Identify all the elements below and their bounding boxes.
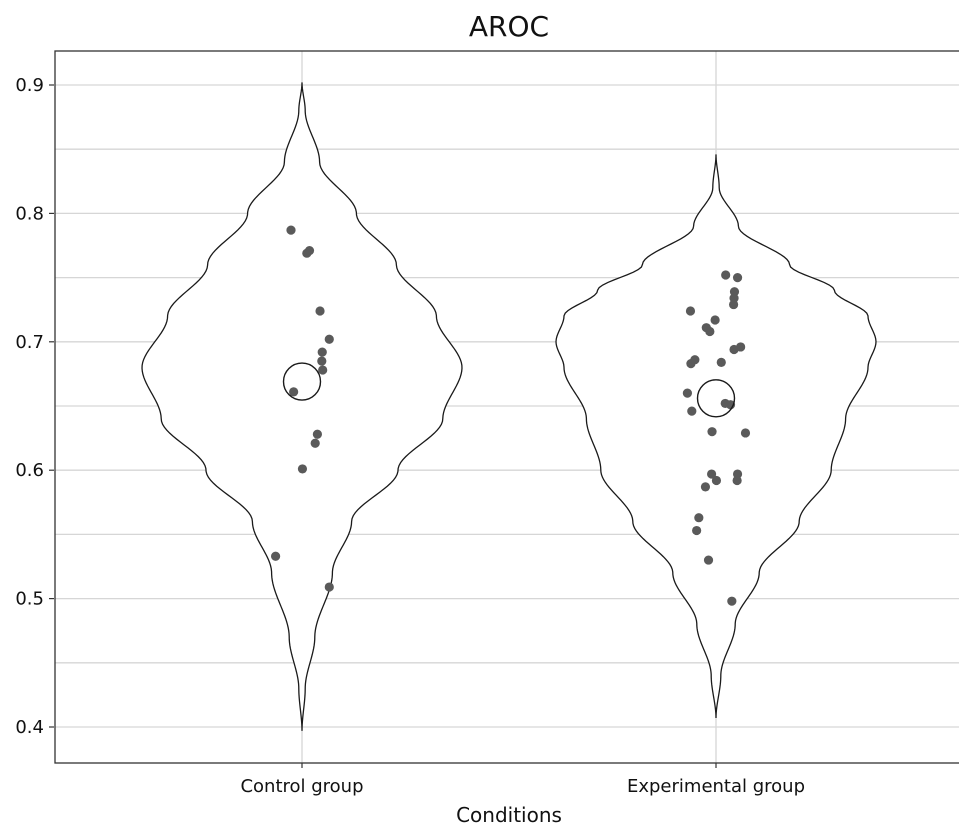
data-point xyxy=(685,306,696,316)
data-point xyxy=(716,357,726,367)
violin-experimental xyxy=(555,154,877,719)
data-point xyxy=(317,347,327,357)
data-point xyxy=(721,270,731,280)
data-point xyxy=(271,551,281,561)
data-point xyxy=(740,428,751,438)
data-point xyxy=(707,427,717,437)
y-tick-label: 0.4 xyxy=(15,717,44,738)
data-point xyxy=(302,248,312,258)
y-tick-label: 0.8 xyxy=(15,203,44,224)
data-point xyxy=(703,555,714,565)
data-point xyxy=(732,273,743,283)
x-axis-label: Conditions xyxy=(456,803,562,825)
data-point xyxy=(710,315,720,325)
data-point xyxy=(694,513,704,523)
data-point xyxy=(732,475,742,486)
data-point xyxy=(729,299,739,310)
data-point xyxy=(707,469,717,479)
data-point xyxy=(692,525,702,536)
y-tick-label: 0.5 xyxy=(15,589,44,610)
data-point xyxy=(297,464,308,474)
data-point xyxy=(705,326,715,337)
x-tick-label: Experimental group xyxy=(627,776,805,797)
data-point xyxy=(310,438,320,448)
mean-marker xyxy=(696,379,736,418)
x-tick-label: Control group xyxy=(240,776,363,797)
data-point xyxy=(286,225,296,235)
data-point xyxy=(686,359,696,369)
data-point xyxy=(687,406,697,416)
data-point xyxy=(312,429,322,439)
data-point xyxy=(315,306,325,316)
y-tick-label: 0.9 xyxy=(15,75,44,96)
x-axis-ticks: Control group Experimental group xyxy=(240,763,805,797)
y-tick-label: 0.6 xyxy=(15,460,44,481)
data-point xyxy=(289,387,299,397)
data-point xyxy=(324,582,334,592)
data-point xyxy=(711,475,722,486)
mean-marker xyxy=(282,362,322,401)
data-point xyxy=(317,356,327,366)
plot-frame xyxy=(54,50,959,764)
mean-markers xyxy=(282,362,736,418)
violins xyxy=(141,82,877,731)
data-point xyxy=(727,596,737,606)
violin-control xyxy=(141,82,463,731)
data-point xyxy=(729,344,739,355)
data-point xyxy=(318,365,328,375)
data-points xyxy=(271,225,751,606)
data-point xyxy=(700,482,711,492)
chart-title: AROC xyxy=(469,10,549,43)
y-axis-ticks: 0.4 0.5 0.6 0.7 0.8 0.9 xyxy=(15,75,54,738)
y-tick-label: 0.7 xyxy=(15,332,44,353)
data-point xyxy=(682,388,693,398)
data-point xyxy=(324,334,334,344)
